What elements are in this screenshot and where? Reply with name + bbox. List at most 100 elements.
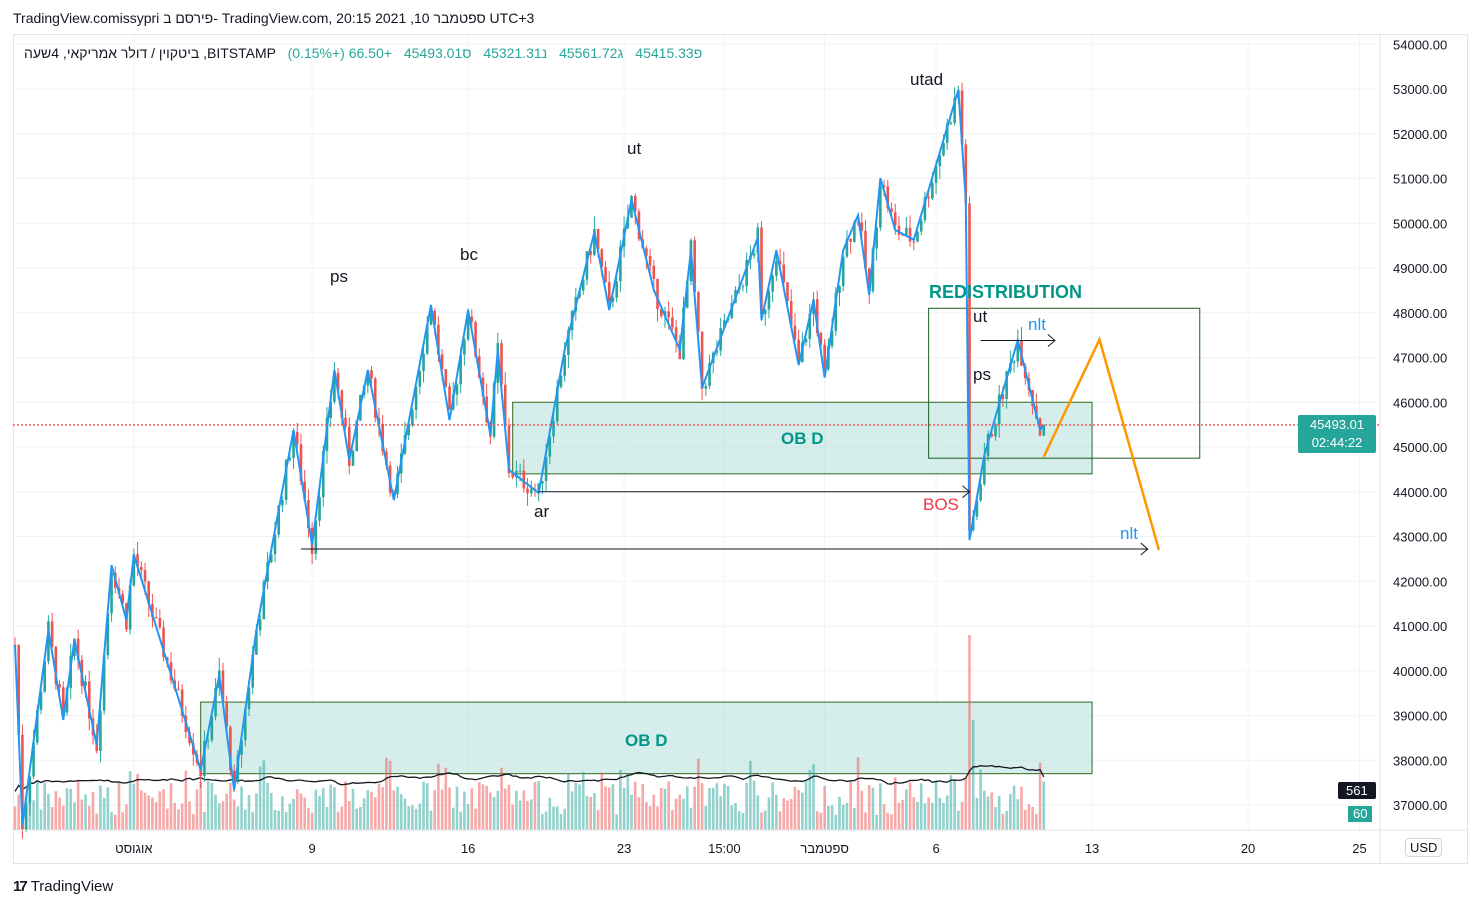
candle	[333, 372, 336, 402]
price-tick-label: 44000.00	[1393, 485, 1447, 500]
time-tick-label: 6	[932, 841, 939, 856]
candle	[615, 281, 618, 298]
candle	[682, 307, 685, 360]
volume-bar	[370, 791, 373, 830]
volume-bar	[841, 804, 845, 830]
candle	[307, 499, 310, 529]
label-ar: ar	[534, 502, 549, 521]
price-tick-label: 54000.00	[1393, 37, 1447, 52]
candle	[429, 310, 433, 325]
volume-bar	[273, 809, 277, 830]
candle	[830, 330, 834, 347]
candle	[373, 378, 377, 419]
volume-bar	[1031, 806, 1034, 830]
candle	[875, 227, 878, 249]
tradingview-logo[interactable]: 17 TradingView	[13, 878, 113, 895]
candle	[433, 310, 436, 325]
volume-bar	[47, 793, 50, 830]
volume-bar	[492, 797, 496, 830]
candle	[318, 497, 321, 521]
candle	[355, 420, 358, 452]
volume-bar	[808, 769, 812, 830]
volume-bar	[645, 802, 648, 830]
volume-bar	[392, 790, 396, 830]
volume-bar	[303, 797, 306, 830]
volume-bar	[1009, 793, 1012, 830]
candle	[1001, 394, 1005, 399]
volume-moving-average	[14, 764, 1045, 792]
volume-bar	[997, 796, 1001, 830]
candle	[1042, 424, 1046, 436]
candle	[132, 554, 136, 586]
zones	[200, 307, 1201, 775]
candle	[901, 234, 904, 236]
brand-name: TradingView	[30, 878, 114, 895]
volume-bar	[206, 781, 210, 830]
chart-frame	[13, 34, 1468, 864]
candle	[329, 401, 332, 418]
volume-bar	[882, 804, 886, 830]
volume-bar	[35, 780, 39, 830]
volume-bar	[704, 805, 708, 830]
candle	[541, 481, 544, 484]
candle	[50, 621, 54, 647]
volume-bar	[1027, 804, 1031, 830]
volume-bar	[879, 783, 882, 830]
volume-bar	[619, 769, 622, 830]
candle	[258, 619, 262, 631]
candle	[24, 803, 28, 830]
volume-bar	[411, 805, 414, 830]
candle	[28, 776, 32, 804]
candle	[21, 734, 24, 830]
label-nlt: nlt	[1120, 524, 1138, 543]
candle	[459, 354, 462, 385]
candle	[983, 456, 986, 485]
candle	[214, 687, 217, 717]
candle	[567, 330, 570, 355]
arrow-head-icon	[1047, 334, 1056, 347]
volume-bar	[500, 767, 503, 830]
candle	[630, 195, 633, 218]
candle	[58, 684, 61, 688]
currency-button[interactable]: USD	[1405, 838, 1443, 857]
volume-bar	[964, 778, 968, 830]
candle	[808, 313, 812, 339]
candle	[845, 238, 849, 257]
candle	[789, 301, 793, 326]
candle	[17, 645, 21, 735]
volume-bar	[1020, 786, 1023, 830]
change-value: +66.50 (+0.15%)	[287, 45, 392, 61]
candle	[229, 727, 232, 771]
candle	[147, 581, 151, 605]
volume-bar	[288, 803, 292, 830]
volume-bar	[310, 812, 314, 830]
volume-bar	[875, 814, 878, 830]
candle	[154, 617, 158, 619]
candle	[255, 630, 258, 655]
volume-bar	[433, 790, 436, 830]
volume-bar	[388, 760, 392, 830]
volume-bar	[281, 796, 284, 830]
candle	[596, 228, 600, 250]
symbol-name: ביטקוין / דולר אמריקאי, 4שעה ,BITSTAMP	[24, 45, 276, 61]
volume-bar	[671, 809, 674, 830]
volume-bar	[953, 780, 956, 830]
price-axis: 54000.00 53000.00 52000.00 51000.00 50000.00…	[1393, 37, 1447, 813]
candle	[492, 382, 496, 437]
volume-bar	[121, 812, 125, 830]
volume-bar	[752, 780, 756, 830]
volume-bar	[240, 786, 243, 830]
candle	[407, 424, 410, 436]
candle	[860, 222, 864, 231]
volume-bar	[867, 785, 871, 830]
volume-bar	[269, 792, 273, 830]
candle	[470, 316, 474, 322]
volume-bar	[585, 796, 589, 830]
volume-bar	[897, 802, 901, 830]
label-ps-2: ps	[973, 365, 991, 384]
volume-bar	[934, 780, 938, 830]
candle	[162, 627, 165, 658]
price-tick-label: 53000.00	[1393, 82, 1447, 97]
volume-bar	[548, 797, 552, 830]
